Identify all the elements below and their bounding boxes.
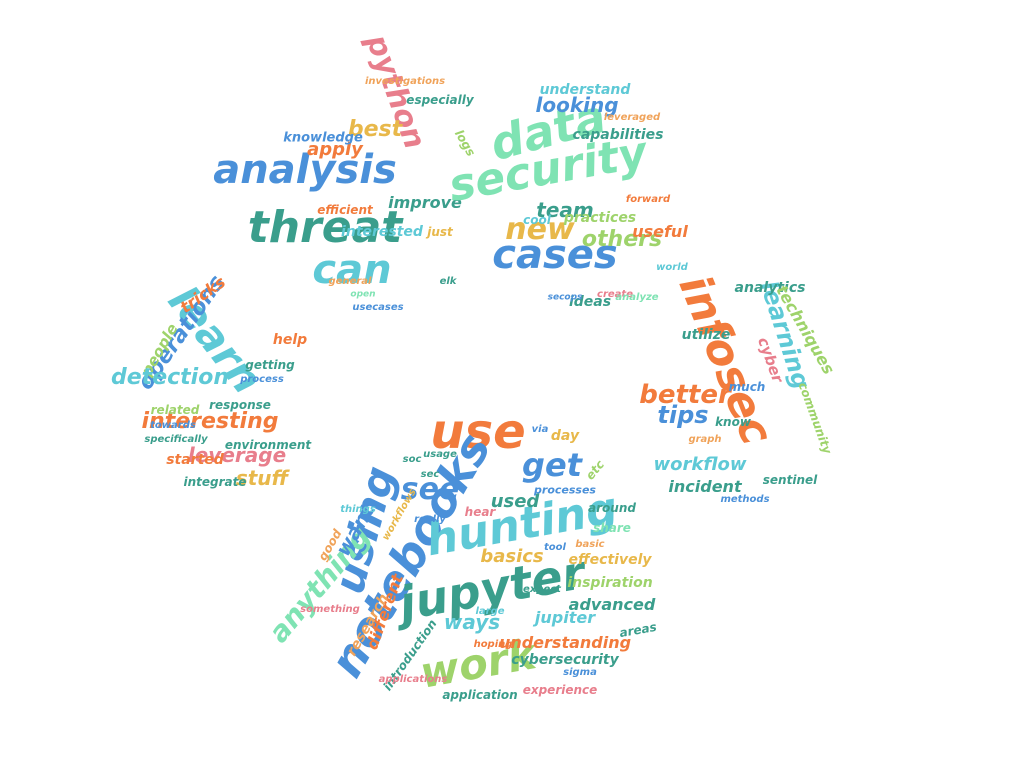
word-secops: secops	[547, 292, 583, 303]
word-community: community	[795, 380, 835, 456]
word-response: response	[209, 398, 271, 412]
word-use: use	[430, 404, 526, 460]
word-general: general	[328, 276, 372, 287]
word-stuff: stuff	[235, 466, 289, 490]
word-capabilities: capabilities	[572, 127, 664, 143]
word-basics: basics	[480, 546, 544, 567]
word-graph: graph	[688, 434, 722, 445]
word-hear: hear	[464, 505, 496, 519]
word-world: world	[656, 262, 688, 273]
word-best: best	[347, 117, 403, 142]
word-interesting: interesting	[141, 409, 279, 434]
word-create: create	[597, 289, 633, 300]
word-know: know	[715, 415, 751, 429]
word-elk: elk	[439, 276, 457, 287]
word-basic: basic	[575, 539, 605, 550]
word-used: used	[490, 491, 540, 512]
word-better: better	[639, 380, 731, 410]
word-soc: soc	[402, 454, 422, 465]
word-ideas: ideas	[568, 294, 612, 310]
word-apply: apply	[307, 139, 363, 160]
word-ways: ways	[443, 610, 501, 634]
word-experience: experience	[522, 683, 598, 697]
word-started: started	[166, 452, 224, 468]
word-others: others	[581, 227, 663, 252]
word-improve: improve	[388, 193, 462, 212]
word-really: really	[414, 514, 446, 525]
word-hoping: hoping	[473, 639, 513, 650]
word-day: day	[550, 428, 580, 444]
word-looking: looking	[535, 93, 619, 117]
word-get: get	[522, 446, 582, 484]
word-can: can	[312, 247, 392, 293]
word-understand: understand	[539, 82, 631, 98]
word-team: team	[536, 198, 594, 222]
word-investigations: investigations	[364, 76, 446, 87]
word-areas: areas	[618, 619, 658, 641]
word-process: process	[240, 374, 284, 385]
word-applications: applications	[378, 674, 448, 685]
word-usecases: usecases	[352, 302, 404, 313]
word-workflow: workflow	[653, 454, 747, 475]
word-leveraged: leveraged	[603, 112, 661, 123]
word-sec: sec	[420, 469, 440, 480]
word-cybersecurity: cybersecurity	[511, 652, 619, 668]
word-processes: processes	[534, 483, 596, 497]
word-sentinel: sentinel	[762, 473, 818, 487]
word-much: much	[728, 380, 766, 394]
word-logs: logs	[451, 127, 479, 159]
word-via: via	[531, 424, 549, 435]
word-useful: useful	[632, 222, 688, 241]
word-getting: getting	[245, 358, 295, 372]
word-incident: incident	[668, 477, 742, 496]
word-analyze: analyze	[615, 292, 659, 303]
word-application: application	[442, 688, 518, 702]
word-towards: towards	[150, 420, 196, 431]
word-etc: etc	[582, 457, 608, 483]
word-interested: interested	[341, 224, 423, 240]
word-forward: forward	[625, 194, 671, 205]
word-open: open	[350, 289, 376, 300]
word-cool: cool	[523, 213, 551, 227]
word-analytics: analytics	[734, 280, 806, 296]
word-see: see	[400, 472, 460, 507]
word-jupiter: jupiter	[534, 608, 596, 627]
word-inspiration: inspiration	[567, 575, 653, 591]
word-efficient: efficient	[317, 203, 373, 217]
word-analysis: analysis	[213, 147, 397, 193]
word-share: share	[593, 521, 631, 535]
word-effectively: effectively	[568, 552, 652, 568]
word-knowledge: knowledge	[283, 130, 363, 146]
word-just: just	[427, 225, 453, 239]
word-tips: tips	[657, 401, 709, 429]
word-things: things	[340, 504, 376, 515]
word-threat: threat	[247, 202, 403, 253]
word-expect: expect	[523, 584, 561, 595]
word-leverage: leverage	[187, 443, 287, 467]
word-sigma: sigma	[563, 667, 597, 678]
word-methods: methods	[720, 494, 770, 505]
word-practices: practices	[563, 210, 637, 226]
word-help: help	[272, 332, 308, 348]
word-new: new	[505, 212, 575, 247]
word-understanding: understanding	[498, 633, 632, 652]
word-something: something	[300, 604, 360, 615]
word-around: around	[588, 501, 636, 515]
word-environment: environment	[224, 438, 312, 452]
word-cases: cases	[492, 232, 618, 278]
word-related: related	[150, 403, 200, 417]
word-specifically: specifically	[144, 434, 208, 445]
word-advanced: advanced	[568, 595, 656, 614]
word-utilize: utilize	[681, 327, 731, 343]
word-tool: tool	[544, 542, 566, 553]
word-integrate: integrate	[183, 475, 247, 489]
word-especially: especially	[406, 93, 474, 107]
word-usage: usage	[423, 449, 457, 460]
word-detection: detection	[111, 365, 229, 390]
word-large: large	[475, 606, 505, 617]
